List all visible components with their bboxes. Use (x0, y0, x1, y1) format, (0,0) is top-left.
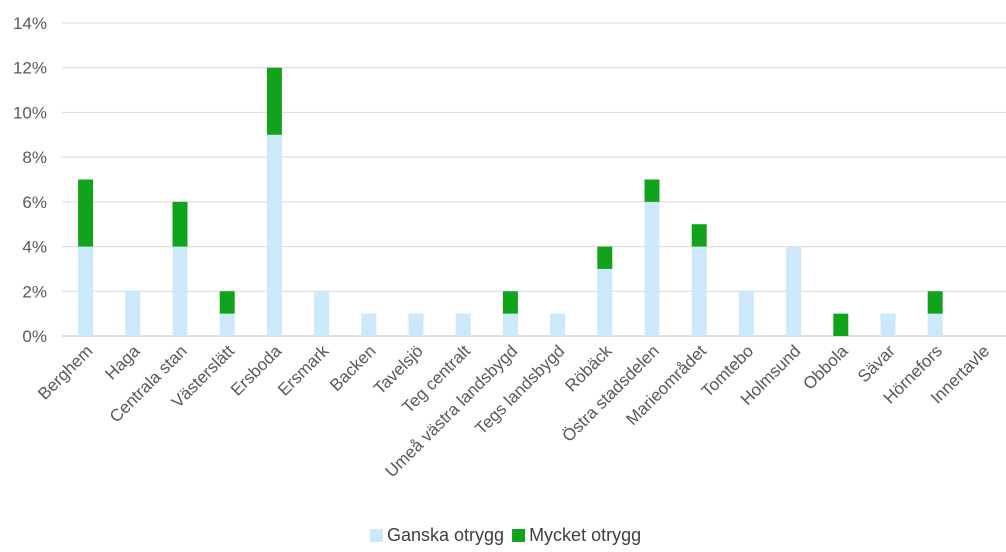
bar-segment (597, 246, 613, 269)
y-tick-label: 14% (13, 14, 47, 33)
y-tick-label: 12% (13, 59, 47, 78)
bar-segment (172, 201, 188, 247)
legend-swatch (512, 529, 526, 542)
bar-segment (219, 291, 235, 314)
bar-segment (691, 224, 707, 247)
bar-segment (266, 67, 282, 135)
bar-area (78, 67, 943, 336)
x-category-label: Sävar (854, 341, 899, 386)
bar-segment (502, 291, 518, 314)
bar-segment (833, 313, 849, 336)
x-category-label: Obbola (799, 341, 852, 394)
bar-segment (738, 291, 754, 336)
x-category-label: Ersmark (274, 341, 333, 400)
bar-segment (927, 291, 943, 314)
bar-segment (266, 134, 282, 336)
gridlines (62, 22, 1006, 337)
bar-segment (78, 246, 94, 336)
bar-segment (408, 313, 424, 336)
y-tick-label: 0% (22, 327, 47, 346)
bar-segment (550, 313, 566, 336)
y-tick-label: 2% (22, 282, 47, 301)
y-tick-label: 4% (22, 238, 47, 257)
bar-segment (597, 268, 613, 336)
y-tick-label: 10% (13, 103, 47, 122)
legend-swatch (370, 529, 383, 542)
bar-segment (927, 313, 943, 336)
legend: Ganska otrygg Mycket otrygg (370, 525, 641, 545)
y-axis-tick-labels: 0% 2% 4% 6% 8% 10% 12% 14% (13, 14, 47, 346)
bar-segment (691, 246, 707, 336)
bar-segment (78, 179, 94, 247)
bar-segment (314, 291, 330, 336)
bar-segment (644, 179, 660, 202)
bar-segment (219, 313, 235, 336)
bar-segment (502, 313, 518, 336)
x-category-label: Ersboda (227, 341, 286, 400)
y-tick-label: 8% (22, 148, 47, 167)
y-tick-label: 6% (22, 193, 47, 212)
bar-segment (125, 291, 141, 336)
bar-segment (172, 246, 188, 336)
bar-segment (786, 246, 802, 336)
bar-segment (644, 201, 660, 336)
legend-label: Mycket otrygg (529, 525, 641, 545)
x-category-label: Haga (101, 341, 144, 384)
bar-segment (880, 313, 896, 336)
x-category-label: Berghem (34, 341, 96, 403)
legend-label: Ganska otrygg (387, 525, 504, 545)
bar-segment (455, 313, 471, 336)
bar-segment (361, 313, 377, 336)
